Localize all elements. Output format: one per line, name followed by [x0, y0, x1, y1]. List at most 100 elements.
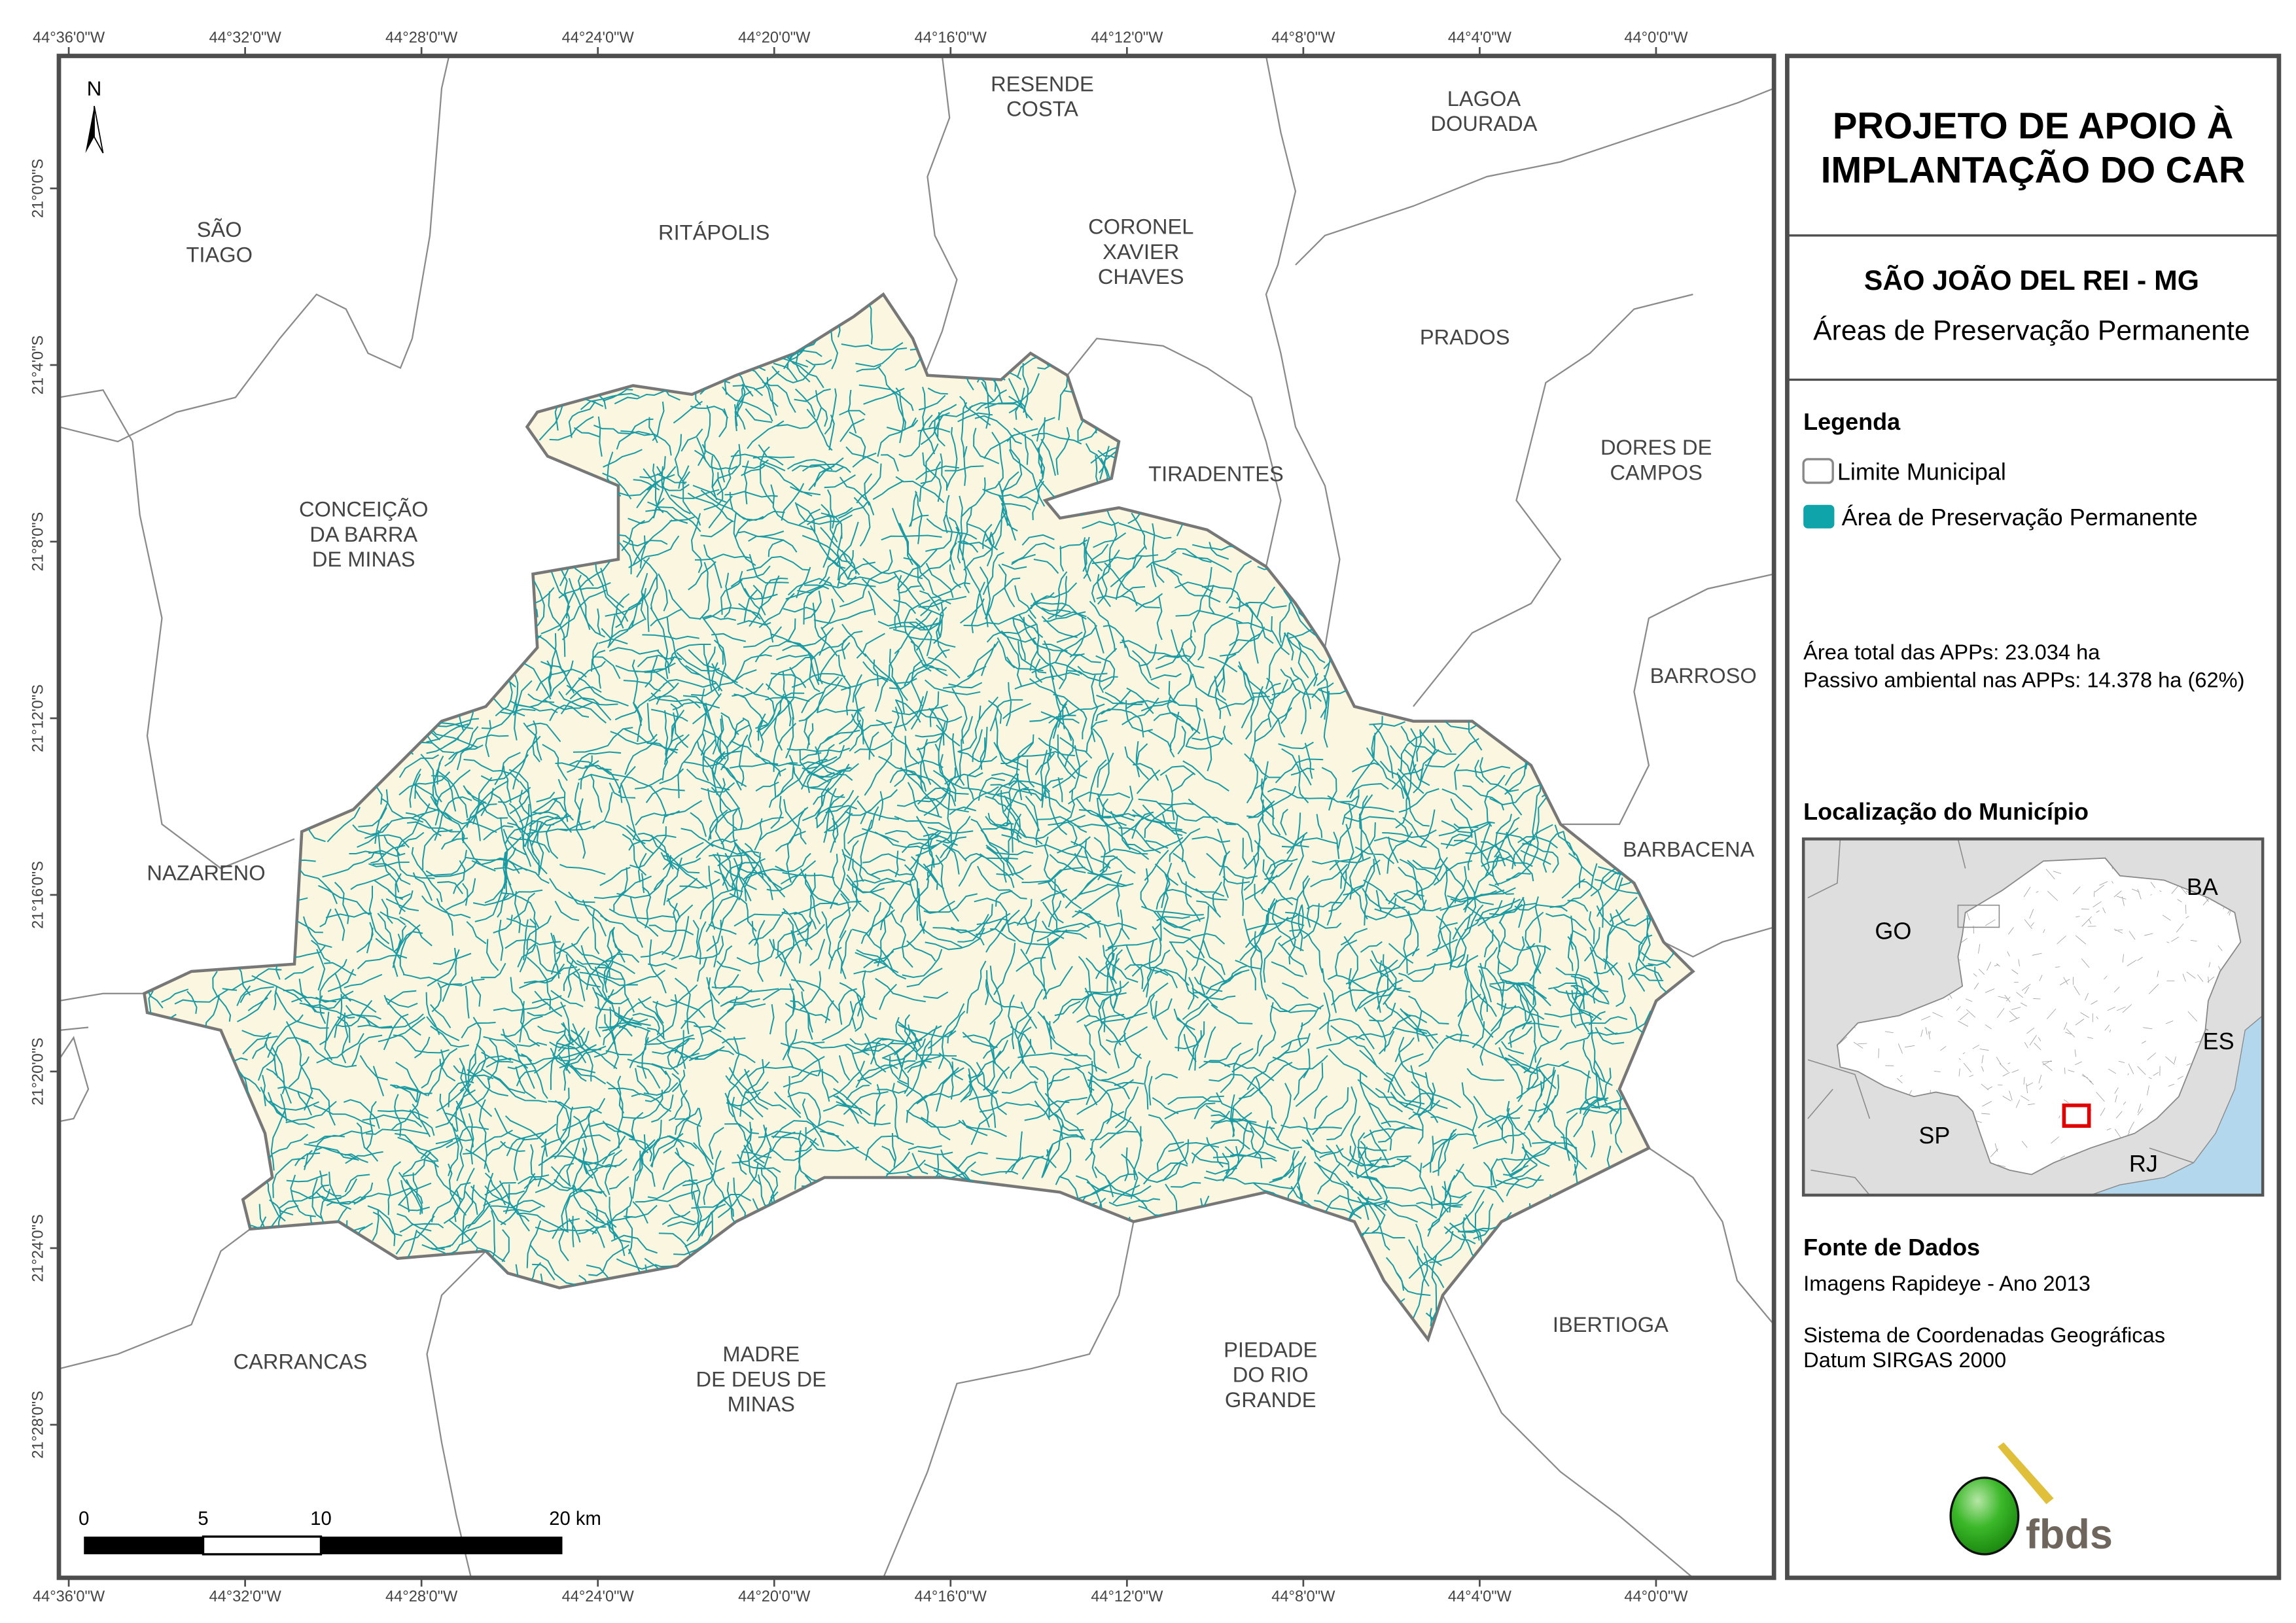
- map-frame: [56, 54, 1776, 1580]
- place-label: BARBACENA: [1623, 837, 1754, 861]
- place-label-line: NAZARENO: [147, 860, 265, 884]
- scale-label-5: 5: [198, 1509, 208, 1529]
- place-label-line: SÃO: [197, 217, 242, 241]
- lat-label: 21°0'0"S: [29, 159, 46, 218]
- neighbor-boundary: [1560, 573, 1775, 826]
- place-label-line: PRADOS: [1420, 324, 1510, 349]
- place-label-line: MADRE: [722, 1342, 800, 1366]
- lon-label-bottom: 44°36'0"W: [33, 1588, 105, 1605]
- lon-label-bottom: 44°16'0"W: [915, 1588, 987, 1605]
- neighbor-boundary: [1648, 1147, 1775, 1325]
- place-label: LAGOA DOURADA: [1430, 86, 1537, 135]
- fbds-logo: fbds: [1949, 1442, 2113, 1558]
- stream-network: [144, 294, 1675, 1340]
- legend-swatch-app: [1803, 504, 1835, 529]
- place-label-line: CORONEL: [1088, 215, 1193, 239]
- place-label-line: RESENDE: [991, 71, 1094, 96]
- place-label-line: TIRADENTES: [1148, 462, 1284, 486]
- lon-label-bottom: 44°28'0"W: [385, 1588, 458, 1605]
- place-label: IBERTIOGA: [1553, 1312, 1669, 1336]
- place-label-line: RITÁPOLIS: [658, 220, 769, 245]
- neighbor-boundary: [59, 1228, 251, 1370]
- legend-heading: Legenda: [1803, 408, 1901, 435]
- scale-label-10: 10: [310, 1509, 332, 1529]
- north-arrow: N: [85, 77, 104, 154]
- place-label: RITÁPOLIS: [658, 220, 769, 245]
- place-label-line: CAMPOS: [1610, 460, 1703, 484]
- place-label-line: CONCEIÇÃO: [299, 497, 429, 521]
- lat-label: 21°20'0"S: [29, 1038, 46, 1106]
- neighbor-boundary: [1295, 87, 1775, 266]
- lon-label-top: 44°28'0"W: [385, 29, 458, 46]
- place-label: RESENDE COSTA: [991, 71, 1094, 120]
- stat-passivo: Passivo ambiental nas APPs: 14.378 ha (6…: [1803, 668, 2244, 692]
- place-label: PIEDADE DO RIO GRANDE: [1224, 1337, 1317, 1411]
- place-label-line: PIEDADE: [1224, 1337, 1317, 1361]
- neighbor-boundary: [1067, 338, 1282, 567]
- logo-text: fbds: [2026, 1512, 2113, 1558]
- stat-total: Área total das APPs: 23.034 ha: [1803, 640, 2100, 664]
- place-label-line: MINAS: [728, 1392, 795, 1416]
- lon-label-top: 44°24'0"W: [562, 29, 635, 46]
- lon-label-bottom: 44°20'0"W: [738, 1588, 811, 1605]
- lon-label-top: 44°36'0"W: [33, 29, 105, 46]
- lon-label-bottom: 44°24'0"W: [562, 1588, 635, 1605]
- place-label: PRADOS: [1420, 324, 1510, 349]
- lon-label-top: 44°16'0"W: [915, 29, 987, 46]
- neighbor-boundary: [59, 389, 295, 869]
- lon-label-top: 44°8'0"W: [1271, 29, 1335, 46]
- municipality-boundary[interactable]: [143, 292, 1695, 1343]
- lat-label: 21°8'0"S: [29, 512, 46, 572]
- lon-label-top: 44°32'0"W: [209, 29, 281, 46]
- location-heading: Localização do Município: [1803, 798, 2089, 825]
- legend-item-app: Área de Preservação Permanente: [1842, 504, 2198, 531]
- neighbor-boundary: [1413, 293, 1693, 707]
- main-map[interactable]: [59, 56, 1775, 1578]
- legend-swatch-limite: [1802, 458, 1834, 484]
- title-line-1: PROJETO DE APOIO À: [1833, 105, 2233, 146]
- lat-label: 21°28'0"S: [29, 1391, 46, 1459]
- lon-label-top: 44°12'0"W: [1091, 29, 1163, 46]
- neighbor-boundary: [426, 1250, 487, 1578]
- place-label-line: DE MINAS: [312, 547, 415, 571]
- place-label: DORES DE CAMPOS: [1600, 435, 1712, 484]
- neighbor-boundary: [923, 56, 958, 376]
- place-label-line: DOURADA: [1430, 111, 1537, 135]
- neighbor-boundary: [1663, 926, 1775, 958]
- source-crs: Sistema de Coordenadas Geográficas: [1803, 1323, 2165, 1347]
- place-label-line: DA BARRA: [309, 522, 417, 546]
- lon-label-bottom: 44°0'0"W: [1624, 1588, 1688, 1605]
- place-label-line: CHAVES: [1098, 264, 1184, 288]
- place-label: MADRE DE DEUS DE MINAS: [696, 1342, 826, 1416]
- place-label-line: IBERTIOGA: [1553, 1312, 1669, 1336]
- state-label-rj: RJ: [2129, 1150, 2158, 1177]
- municipality-locator: [2062, 1103, 2091, 1128]
- neighbor-boundary: [882, 1221, 1135, 1578]
- place-label: BARROSO: [1650, 663, 1757, 688]
- lon-label-bottom: 44°4'0"W: [1448, 1588, 1512, 1605]
- lat-label: 21°24'0"S: [29, 1214, 46, 1282]
- lon-label-bottom: 44°32'0"W: [209, 1588, 281, 1605]
- place-label: TIRADENTES: [1148, 462, 1284, 486]
- place-label-line: LAGOA: [1447, 86, 1521, 111]
- source-datum: Datum SIRGAS 2000: [1803, 1348, 2006, 1372]
- place-label-line: XAVIER: [1103, 239, 1179, 264]
- lon-label-bottom: 44°8'0"W: [1271, 1588, 1335, 1605]
- source-heading: Fonte de Dados: [1803, 1234, 1980, 1261]
- lat-label: 21°12'0"S: [29, 684, 46, 752]
- app-streams: [144, 294, 1675, 1340]
- graticule-ticks: 44°36'0"W 44°36'0"W 44°32'0"W 44°32'0"W 44°2…: [29, 29, 1688, 1605]
- legend-item-limite: Limite Municipal: [1837, 458, 2006, 485]
- place-label: CONCEIÇÃO DA BARRA DE MINAS: [299, 497, 429, 571]
- neighbor-boundary: [59, 992, 145, 1123]
- north-label: N: [87, 77, 102, 100]
- place-labels: SÃO TIAGO RITÁPOLIS RESENDE COSTA CORONEL XAVI…: [147, 71, 1756, 1416]
- title-line-2: IMPLANTAÇÃO DO CAR: [1821, 149, 2246, 190]
- place-label-line: DO RIO: [1233, 1363, 1309, 1387]
- state-label-es: ES: [2203, 1028, 2234, 1055]
- place-label: NAZARENO: [147, 860, 265, 884]
- lon-label-top: 44°4'0"W: [1448, 29, 1512, 46]
- lon-label-top: 44°20'0"W: [738, 29, 811, 46]
- scale-label-20: 20 km: [549, 1509, 601, 1529]
